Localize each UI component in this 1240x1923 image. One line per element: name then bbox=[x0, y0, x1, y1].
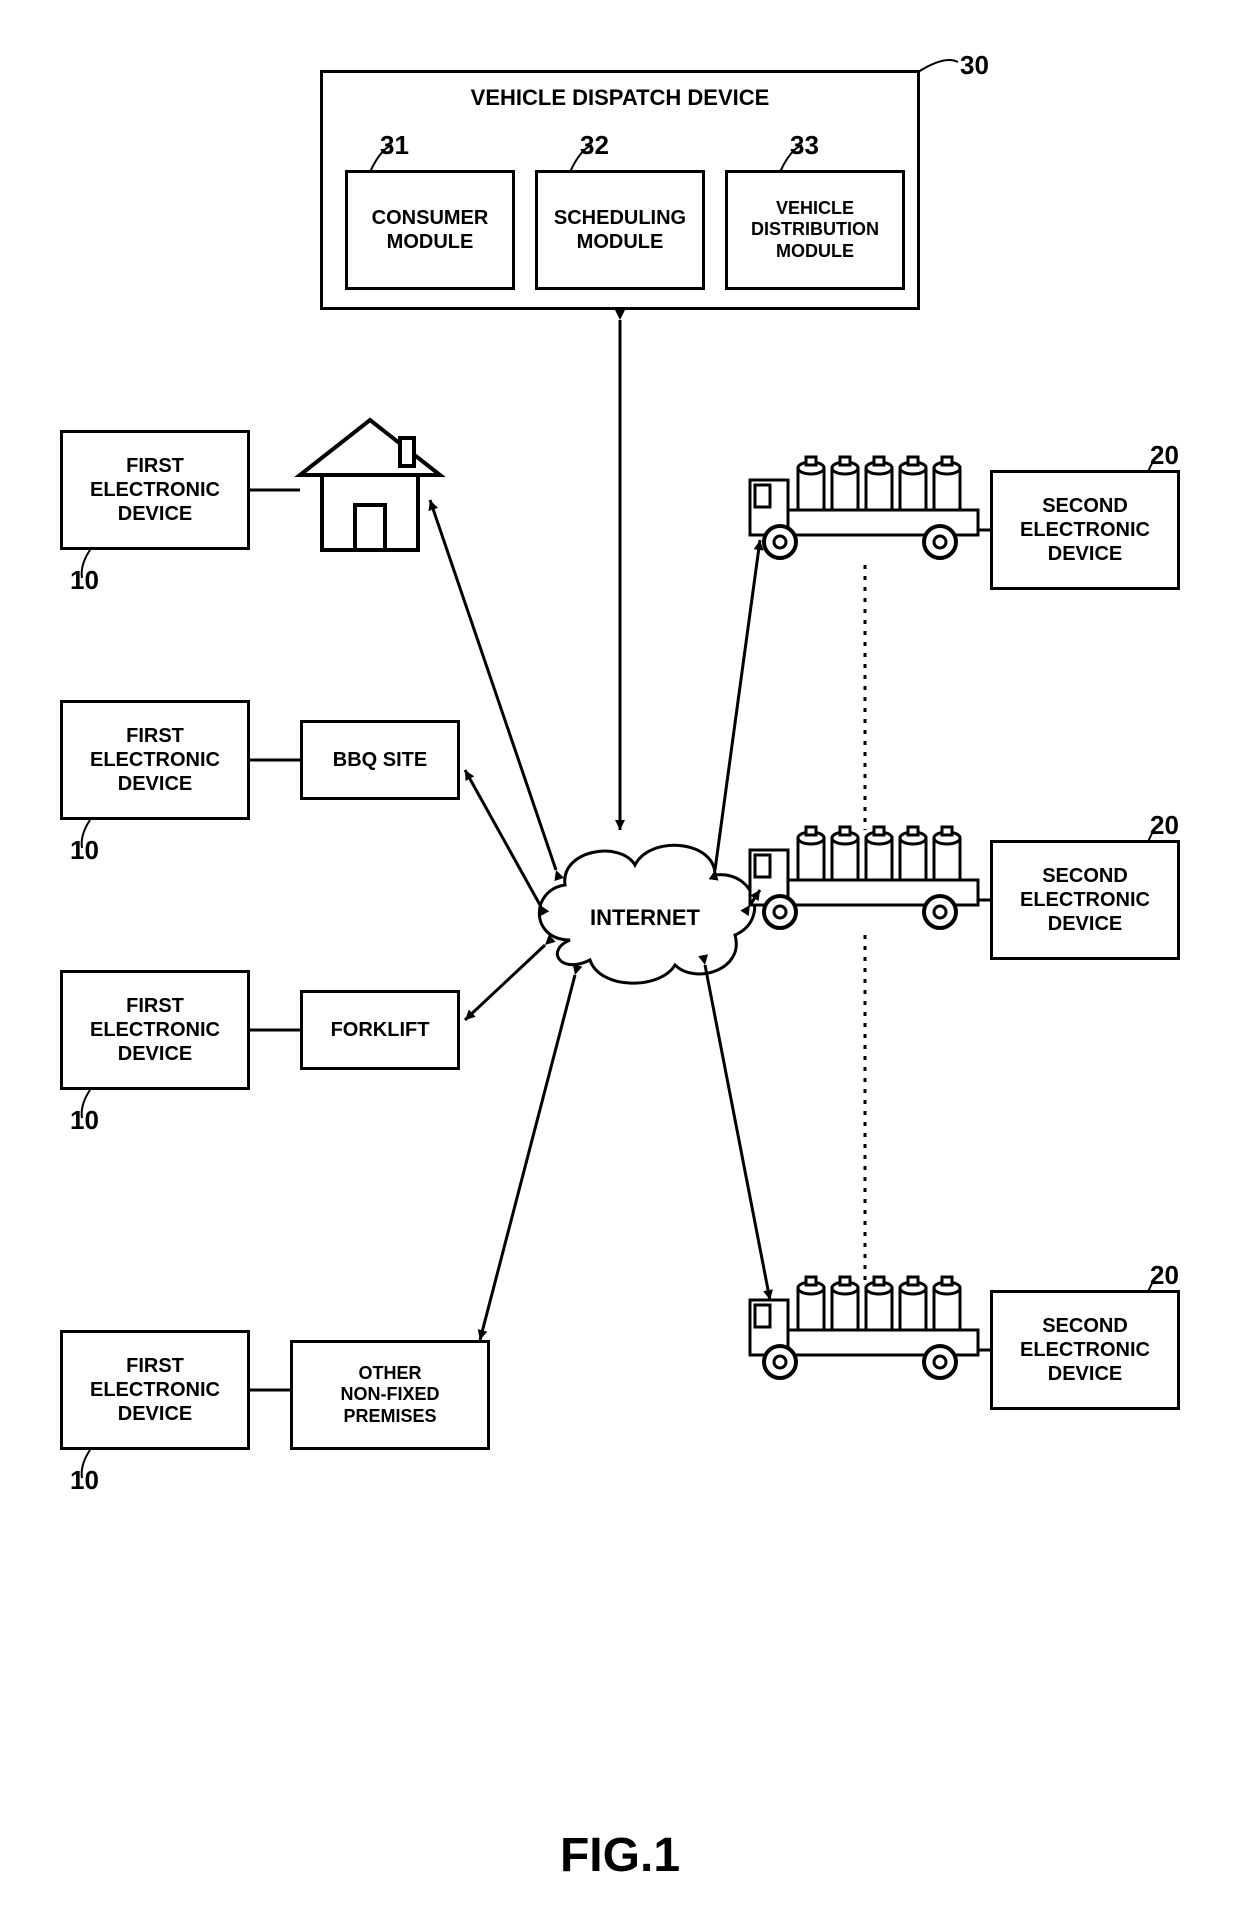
truck-icon-3 bbox=[750, 1277, 978, 1378]
svg-text:INTERNET: INTERNET bbox=[590, 905, 701, 930]
truck-icon-2 bbox=[750, 827, 978, 928]
truck-icon-1 bbox=[750, 457, 978, 558]
internet-cloud: INTERNET bbox=[539, 845, 754, 983]
figure-label: FIG.1 bbox=[560, 1828, 680, 1883]
diagram-svg: INTERNET bbox=[0, 0, 1240, 1923]
house-icon bbox=[300, 420, 440, 550]
